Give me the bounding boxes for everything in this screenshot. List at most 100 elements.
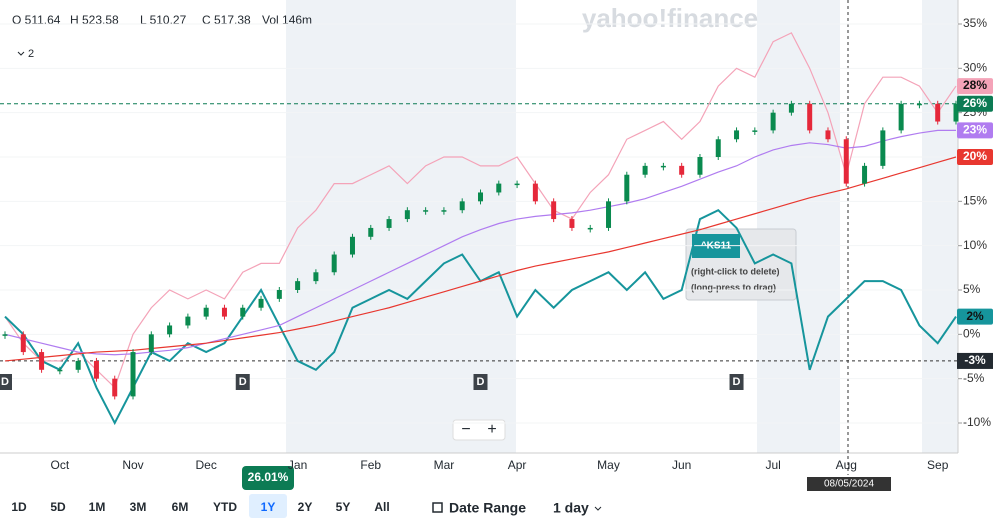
- series-line: [4, 129, 956, 356]
- candle-body: [349, 236, 355, 255]
- candle-body: [880, 130, 886, 166]
- candle-body: [587, 227, 593, 230]
- candle-body: [715, 139, 721, 157]
- candle-body: [404, 210, 410, 220]
- calendar-icon: [432, 502, 443, 513]
- value-badge-label: 2%: [966, 309, 984, 323]
- candle-body: [935, 103, 941, 122]
- candle-body: [2, 334, 8, 336]
- value-badge-label: 28%: [963, 78, 987, 92]
- x-tick-label: Nov: [122, 458, 143, 472]
- candle-body: [313, 272, 319, 282]
- zoom-in[interactable]: +: [487, 421, 496, 438]
- ohlc: Vol 146m: [262, 13, 312, 27]
- candle-body: [642, 165, 648, 175]
- x-tick-label: Feb: [360, 458, 381, 472]
- range-button[interactable]: 3M: [130, 500, 147, 514]
- change-label: 26.01%: [248, 470, 289, 484]
- interval[interactable]: 1 day: [553, 500, 589, 516]
- range-button[interactable]: 2Y: [298, 500, 313, 514]
- event-label: D: [239, 376, 247, 388]
- range-button[interactable]: 6M: [172, 500, 189, 514]
- indicator-count[interactable]: 2: [28, 48, 34, 60]
- y-tick-label: -10%: [963, 415, 991, 429]
- range-button[interactable]: 1Y: [261, 500, 276, 514]
- candle-body: [898, 103, 904, 131]
- candle-body: [368, 227, 374, 237]
- y-tick-label: 30%: [963, 61, 987, 75]
- x-tick-label: Jul: [765, 458, 780, 472]
- range-button[interactable]: All: [374, 500, 389, 514]
- y-tick-label: 35%: [963, 16, 987, 30]
- value-badge: [957, 95, 993, 112]
- x-tick-label: Aug: [836, 458, 857, 472]
- value-badge-label: 26%: [963, 96, 987, 110]
- range-button[interactable]: 1M: [89, 500, 106, 514]
- date-range[interactable]: Date Range: [449, 500, 526, 516]
- x-tick-label: Jun: [672, 458, 691, 472]
- candle-body: [660, 165, 666, 168]
- candle-body: [807, 103, 813, 131]
- tooltip[interactable]: ^KS11 (right-click to delete) (long-pres…: [685, 228, 797, 301]
- candle-body: [496, 183, 502, 193]
- candle-body: [167, 325, 173, 335]
- zoom-out[interactable]: −: [461, 421, 470, 438]
- candle-body: [148, 334, 154, 353]
- candle-body: [624, 174, 630, 202]
- candle-body: [569, 219, 575, 228]
- candle-body: [788, 103, 794, 113]
- candle-body: [697, 157, 703, 175]
- candle-body: [258, 298, 264, 308]
- ohlc: L 510.27: [140, 13, 187, 27]
- candle-body: [532, 183, 538, 202]
- candle-body: [916, 103, 922, 106]
- ohlc: C 517.38: [202, 13, 251, 27]
- event-label: D: [477, 376, 485, 388]
- candle-body: [953, 103, 959, 122]
- interval-chevron[interactable]: [594, 506, 602, 511]
- candle-body: [843, 139, 849, 184]
- series-line: [4, 156, 957, 362]
- candle-body: [423, 210, 429, 212]
- candle-body: [679, 165, 685, 175]
- candle-body: [386, 219, 392, 228]
- range-button[interactable]: 5D: [50, 500, 66, 514]
- candle-body: [276, 290, 282, 299]
- candle-body: [478, 192, 483, 202]
- value-badge-label: 23%: [963, 123, 987, 137]
- event-marker: [0, 374, 12, 390]
- event-marker: [473, 374, 488, 390]
- candle-body: [130, 352, 136, 397]
- value-badge: [957, 308, 993, 325]
- chevron[interactable]: [17, 51, 25, 56]
- candle-body: [20, 334, 26, 353]
- range-selected-bg: [249, 494, 287, 518]
- x-tick-label: May: [597, 458, 620, 472]
- candle-body: [203, 307, 209, 317]
- range-button[interactable]: 5Y: [336, 500, 351, 514]
- crosshair-label: -3%: [964, 353, 986, 367]
- event-label: D: [1, 376, 9, 388]
- candle-body: [770, 112, 776, 131]
- ohlc: O 511.64: [12, 13, 61, 27]
- value-badge-label: 20%: [963, 149, 987, 163]
- candle-body: [862, 165, 868, 184]
- tooltip-hint: (long-press to drag): [691, 282, 776, 292]
- ohlc: H 523.58: [70, 13, 119, 27]
- range-button[interactable]: 1D: [11, 500, 27, 514]
- event-marker: [729, 374, 744, 390]
- y-tick-label: 10%: [963, 238, 987, 252]
- event-marker: [235, 374, 250, 390]
- x-tick-label: Apr: [508, 458, 527, 472]
- x-tick-label: Jan: [288, 458, 307, 472]
- series-line: [4, 32, 957, 389]
- value-badge: [957, 149, 993, 165]
- crosshair-date-bg: [807, 477, 891, 491]
- y-tick-label: -5%: [963, 371, 985, 385]
- range-button[interactable]: YTD: [213, 500, 237, 514]
- x-tick-label: Mar: [434, 458, 455, 472]
- y-tick-label: 0%: [963, 327, 981, 341]
- candle-body: [331, 254, 337, 273]
- session-band: [757, 0, 840, 453]
- crosshair-date: 08/05/2024: [824, 479, 874, 490]
